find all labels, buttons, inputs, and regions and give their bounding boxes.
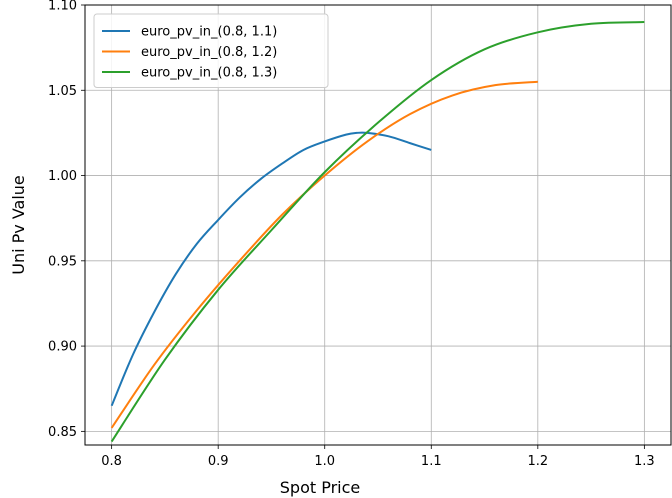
y-tick-label: 0.90 — [48, 340, 77, 355]
x-tick-label: 0.8 — [101, 454, 122, 469]
x-tick-label: 1.0 — [314, 454, 335, 469]
legend-label-2: euro_pv_in_(0.8, 1.2) — [141, 45, 277, 60]
y-tick-label: 0.95 — [48, 254, 77, 269]
y-tick-label: 1.00 — [48, 169, 77, 184]
x-tick-label: 1.1 — [421, 454, 442, 469]
y-tick-label: 1.10 — [48, 0, 77, 14]
series-line-1 — [110, 131, 432, 407]
series-layer — [110, 21, 645, 443]
y-axis: 0.85 0.90 0.95 1.00 1.05 1.10 — [48, 0, 85, 440]
legend-label-1: euro_pv_in_(0.8, 1.1) — [141, 25, 277, 40]
series-line-2 — [110, 80, 538, 429]
x-axis-label: Spot Price — [280, 478, 361, 497]
legend-label-3: euro_pv_in_(0.8, 1.3) — [141, 66, 277, 81]
x-axis: 0.8 0.9 1.0 1.1 1.2 1.3 — [101, 445, 655, 469]
y-axis-label: Uni Pv Value — [9, 175, 28, 275]
x-tick-label: 1.2 — [527, 454, 548, 469]
y-tick-label: 1.05 — [48, 84, 77, 99]
y-tick-label: 0.85 — [48, 425, 77, 440]
x-tick-label: 1.3 — [634, 454, 655, 469]
legend: euro_pv_in_(0.8, 1.1) euro_pv_in_(0.8, 1.… — [93, 13, 329, 88]
x-tick-label: 0.9 — [208, 454, 229, 469]
plot-frame — [84, 4, 672, 446]
series-line-3 — [110, 21, 645, 443]
legend-box — [93, 13, 329, 88]
